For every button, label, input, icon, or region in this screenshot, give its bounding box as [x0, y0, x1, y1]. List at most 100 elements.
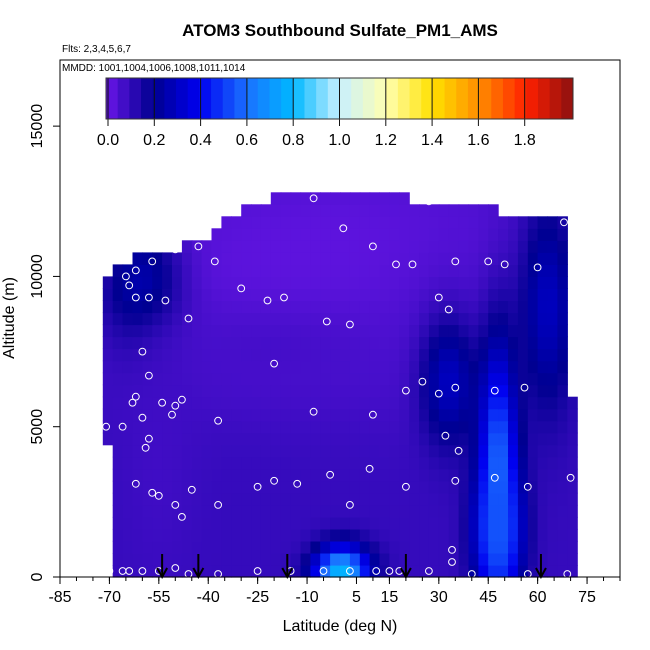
field-cell: [527, 528, 539, 542]
field-cell: [349, 384, 361, 398]
field-cell: [419, 360, 430, 374]
field-cell: [122, 360, 134, 374]
field-cell: [349, 492, 361, 506]
field-cell: [191, 420, 203, 434]
field-cell: [251, 504, 262, 518]
field-cell: [241, 504, 252, 518]
field-cell: [290, 288, 302, 301]
observation-point: [102, 422, 110, 431]
field-cell: [399, 336, 410, 350]
field-cell: [488, 204, 499, 217]
field-cell: [310, 540, 321, 554]
colorbar-cell: [222, 78, 235, 119]
field-cell: [172, 324, 183, 338]
field-cell: [508, 432, 519, 446]
field-cell: [102, 348, 114, 362]
field-cell: [527, 216, 539, 229]
field-cell: [428, 312, 440, 326]
field-cell: [379, 565, 390, 578]
field-cell: [359, 216, 371, 229]
field-cell: [527, 432, 539, 446]
field-cell: [162, 456, 173, 470]
field-cell: [547, 492, 558, 506]
field-cell: [349, 336, 361, 350]
field-cell: [172, 504, 183, 518]
field-cell: [428, 324, 440, 338]
field-cell: [221, 540, 232, 554]
field-cell: [458, 468, 470, 482]
field-cell: [290, 324, 302, 338]
observation-point: [448, 558, 456, 566]
field-cell: [537, 228, 549, 241]
field-cell: [122, 408, 134, 422]
field-cell: [300, 288, 311, 301]
field-cell: [221, 360, 232, 374]
field-cell: [162, 540, 173, 554]
field-cell: [508, 480, 519, 494]
field-cell: [260, 516, 272, 530]
field-cell: [478, 324, 489, 338]
field-cell: [409, 300, 420, 314]
field-cell: [448, 492, 460, 506]
field-cell: [162, 360, 173, 374]
field-cell: [458, 240, 470, 253]
field-cell: [310, 480, 321, 494]
field-cell: [300, 336, 311, 350]
field-cell: [211, 492, 222, 506]
field-cell: [320, 565, 331, 578]
field-cell: [201, 432, 213, 446]
field-cell: [399, 216, 410, 229]
observation-point: [131, 293, 140, 302]
observation-point: [523, 482, 532, 491]
field-cell: [211, 480, 222, 494]
observation-point: [131, 479, 140, 488]
field-cell: [438, 228, 450, 241]
field-cell: [231, 240, 242, 253]
field-cell: [320, 252, 331, 265]
field-cell: [547, 312, 558, 326]
field-cell: [488, 456, 499, 470]
field-cell: [428, 228, 440, 241]
field-cell: [369, 432, 381, 446]
observation-point: [490, 473, 499, 482]
field-cell: [419, 228, 430, 241]
field-cell: [428, 528, 440, 542]
field-cell: [508, 324, 519, 338]
field-cell: [241, 348, 252, 362]
field-cell: [251, 528, 262, 542]
field-cell: [379, 312, 390, 326]
field-cell: [419, 300, 430, 314]
field-cell: [428, 240, 440, 253]
field-cell: [369, 300, 381, 314]
field-cell: [132, 336, 143, 350]
field-cell: [557, 276, 568, 289]
field-cell: [409, 336, 420, 350]
field-cell: [330, 228, 341, 241]
field-cell: [468, 432, 479, 446]
field-cell: [330, 444, 341, 458]
field-cell: [527, 288, 539, 301]
field-cell: [448, 336, 460, 350]
field-cell: [201, 348, 213, 362]
field-cell: [330, 252, 341, 265]
field-cell: [399, 468, 410, 482]
field-cell: [517, 432, 529, 446]
colorbar-cell: [491, 78, 504, 119]
field-cell: [547, 324, 558, 338]
field-cell: [527, 480, 539, 494]
field-cell: [201, 336, 213, 350]
field-cell: [448, 468, 460, 482]
field-cell: [389, 396, 400, 410]
observation-point: [451, 257, 460, 266]
field-cell: [340, 396, 351, 410]
field-cell: [320, 456, 331, 470]
field-cell: [330, 288, 341, 301]
field-cell: [330, 216, 341, 229]
field-cell: [419, 420, 430, 434]
field-cell: [251, 300, 262, 314]
field-cell: [547, 252, 558, 265]
field-cell: [290, 528, 302, 542]
field-cell: [379, 432, 390, 446]
field-cell: [448, 348, 460, 362]
field-cell: [280, 240, 292, 253]
